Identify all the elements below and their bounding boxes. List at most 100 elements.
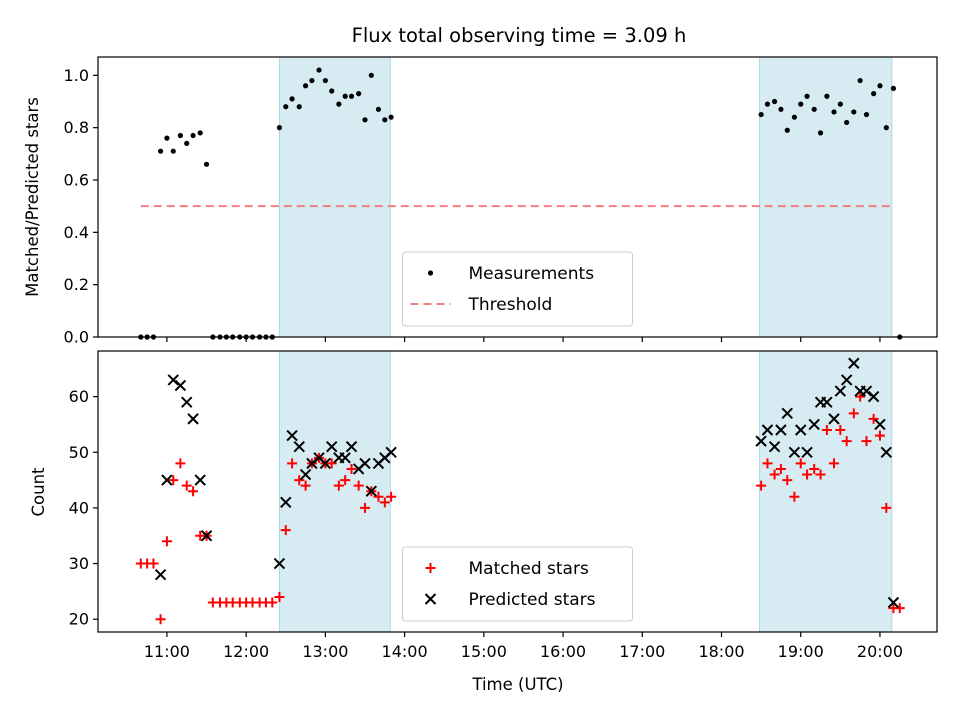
top-point-1-47 (804, 93, 810, 99)
bottom-legend-marker-1 (425, 563, 436, 573)
top-point-1-8 (184, 140, 190, 146)
x-tick-label-8: 18:00 (698, 642, 744, 661)
bottom-point-1-8 (181, 480, 192, 491)
x-tick-label-2: 12:00 (223, 642, 269, 661)
bottom-point-1-3 (148, 558, 159, 569)
bottom-point-2-40 (840, 374, 853, 386)
bottom-point-1-32 (340, 475, 351, 486)
bottom-point-1-33 (346, 463, 357, 474)
top-axes-frame (97, 56, 938, 338)
top-point-1-58 (877, 83, 883, 89)
bottom-legend-marker-2 (424, 593, 437, 605)
top-point-1-39 (388, 114, 394, 120)
top-point-1-29 (322, 77, 328, 84)
bottom-point-1-26 (300, 480, 311, 491)
bottom-point-1-9 (188, 486, 199, 497)
top-point-1-54 (851, 109, 857, 115)
bottom-point-2-38 (828, 413, 840, 425)
top-y-tick-label-1: 0.0 (64, 328, 89, 347)
top-point-1-49 (817, 130, 824, 136)
top-point-1-23 (283, 104, 289, 110)
top-point-1-4 (157, 148, 164, 154)
bottom-point-1-47 (802, 469, 813, 480)
top-point-1-55 (857, 77, 863, 84)
bottom-point-1-58 (874, 430, 885, 441)
chart-title: Flux total observing time = 3.09 h (352, 24, 687, 47)
x-tick-label-4: 14:00 (382, 642, 428, 661)
top-point-1-43 (778, 106, 784, 112)
bottom-point-2-11 (286, 429, 298, 442)
bottom-point-1-53 (841, 436, 852, 447)
top-point-1-52 (837, 101, 843, 107)
bottom-point-2-37 (821, 396, 833, 408)
top-point-1-40 (758, 111, 764, 118)
top-series-measurements (138, 67, 903, 340)
top-y-tick-label-4: 0.6 (64, 170, 89, 189)
bottom-point-1-46 (795, 458, 806, 469)
bottom-point-2-41 (848, 357, 860, 369)
top-legend-label-2: Threshold (468, 295, 553, 315)
bottom-point-2-44 (867, 390, 880, 403)
top-point-1-56 (863, 111, 870, 118)
bottom-shaded-interval-2 (759, 350, 893, 633)
bottom-point-2-8 (200, 530, 213, 542)
bottom-point-1-7 (175, 458, 186, 469)
bottom-point-2-33 (795, 424, 807, 436)
bottom-point-2-45 (874, 418, 886, 431)
bottom-point-2-5 (181, 396, 193, 408)
top-point-1-46 (798, 101, 804, 107)
bottom-point-1-21 (267, 597, 278, 608)
bottom-point-1-39 (386, 491, 397, 502)
top-y-tick-label-2: 0.2 (64, 275, 89, 294)
bottom-point-2-31 (781, 407, 793, 420)
bottom-point-2-6 (187, 413, 199, 425)
bottom-point-2-22 (359, 457, 371, 470)
top-point-1-57 (871, 91, 877, 97)
top-point-1-42 (771, 98, 778, 105)
bottom-point-1-48 (809, 463, 820, 474)
bottom-point-1-5 (161, 536, 172, 547)
top-y-tick-label-5: 0.8 (64, 118, 89, 137)
bottom-point-2-23 (365, 485, 378, 497)
bottom-point-2-7 (194, 474, 206, 486)
bottom-y-tick-label-5: 60 (69, 387, 89, 406)
bottom-point-2-2 (161, 474, 173, 486)
bottom-point-1-49 (815, 469, 826, 480)
bottom-point-1-59 (881, 502, 892, 513)
top-legend: Measurements Threshold (402, 251, 633, 327)
bottom-series-predicted-stars (154, 357, 900, 609)
bottom-point-1-30 (326, 458, 337, 469)
top-point-1-37 (375, 106, 382, 112)
bottom-point-2-47 (887, 596, 900, 609)
bottom-point-2-43 (860, 385, 873, 397)
top-point-1-31 (336, 101, 342, 107)
top-point-1-26 (302, 83, 309, 89)
bottom-point-1-24 (287, 458, 298, 469)
bottom-point-1-61 (894, 603, 905, 614)
x-axis-label: Time (UTC) (471, 675, 563, 694)
bottom-legend-box (402, 546, 633, 622)
bottom-point-2-9 (273, 557, 286, 570)
bottom-point-2-26 (385, 446, 397, 458)
bottom-point-2-39 (834, 385, 847, 397)
top-point-1-50 (824, 93, 830, 99)
top-panel-ratio: 0.0 0.2 0.4 0.6 0.8 1.0 Measurements Threshold (64, 56, 938, 347)
top-point-1-6 (170, 148, 176, 154)
top-point-1-59 (883, 125, 889, 131)
top-point-1-36 (368, 72, 374, 78)
bottom-point-2-3 (167, 374, 179, 386)
bottom-point-2-28 (761, 424, 774, 436)
bottom-point-1-37 (373, 491, 384, 502)
bottom-point-2-12 (293, 440, 305, 453)
bottom-point-1-34 (353, 480, 364, 491)
bottom-point-2-20 (345, 440, 358, 453)
bottom-point-2-32 (788, 446, 801, 458)
x-tick-label-10: 20:00 (857, 642, 903, 661)
top-point-1-28 (316, 67, 322, 73)
bottom-point-2-30 (775, 424, 787, 436)
x-tick-label-6: 16:00 (540, 642, 586, 661)
bottom-point-2-35 (808, 418, 820, 431)
bottom-point-1-45 (789, 491, 800, 502)
bottom-point-1-23 (280, 525, 291, 536)
top-shaded-interval-1 (278, 56, 391, 338)
